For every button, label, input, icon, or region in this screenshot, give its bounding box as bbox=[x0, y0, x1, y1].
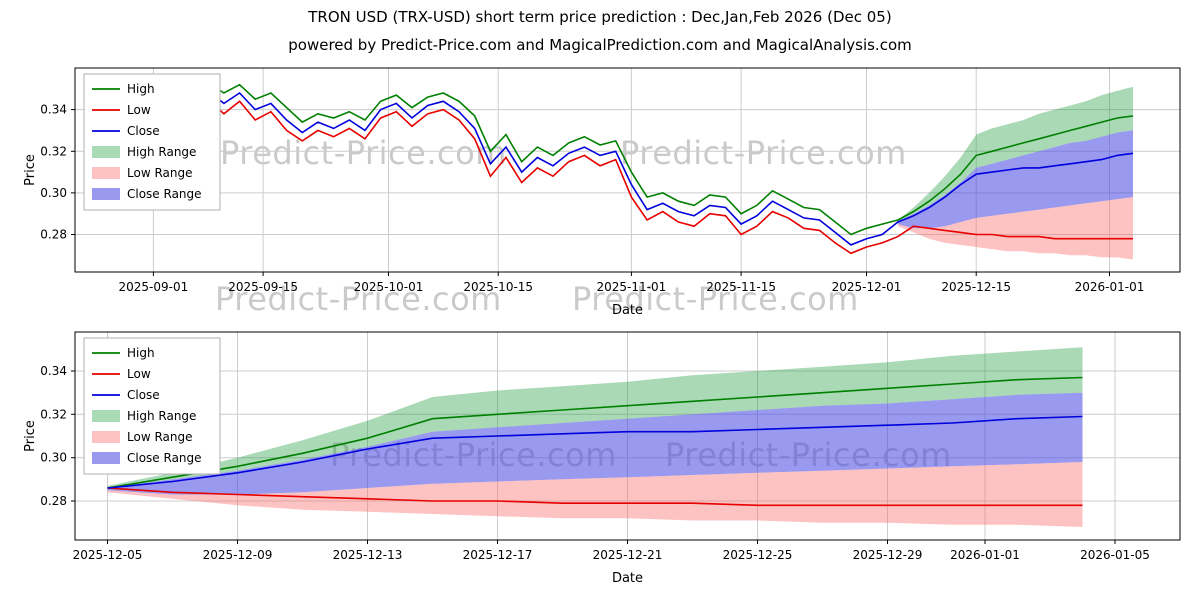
svg-text:2025-12-21: 2025-12-21 bbox=[593, 548, 663, 562]
svg-text:2026-01-05: 2026-01-05 bbox=[1080, 548, 1150, 562]
svg-text:Low Range: Low Range bbox=[127, 430, 192, 444]
svg-text:2025-12-17: 2025-12-17 bbox=[463, 548, 533, 562]
high-line bbox=[107, 376, 1083, 489]
x-axis-title: Date bbox=[612, 303, 643, 318]
y-axis: 0.28 0.30 0.32 0.34 bbox=[40, 364, 75, 508]
svg-text:2025-12-25: 2025-12-25 bbox=[723, 548, 793, 562]
svg-text:Low: Low bbox=[127, 367, 151, 381]
svg-text:0.28: 0.28 bbox=[40, 228, 67, 242]
high-line bbox=[98, 81, 1134, 236]
svg-text:Close: Close bbox=[127, 124, 160, 138]
svg-text:High: High bbox=[127, 346, 155, 360]
svg-text:2026-01-01: 2026-01-01 bbox=[1075, 280, 1145, 294]
plot-lines bbox=[98, 81, 1134, 255]
svg-text:0.30: 0.30 bbox=[40, 186, 67, 200]
svg-text:0.34: 0.34 bbox=[40, 364, 67, 378]
plot-bands bbox=[107, 347, 1083, 527]
svg-text:2025-10-15: 2025-10-15 bbox=[463, 280, 533, 294]
svg-text:2025-12-13: 2025-12-13 bbox=[333, 548, 403, 562]
low-line bbox=[107, 487, 1083, 507]
history-forecast-chart: 2025-09-01 2025-09-15 2025-10-01 2025-10-15… bbox=[23, 67, 1181, 318]
chart-subtitle: powered by Predict-Price.com and Magical… bbox=[288, 36, 912, 54]
close-range-band bbox=[897, 130, 1133, 229]
plot-border bbox=[74, 67, 1181, 273]
y-axis-title: Price bbox=[23, 154, 38, 186]
svg-text:2025-11-15: 2025-11-15 bbox=[706, 280, 776, 294]
svg-text:Close Range: Close Range bbox=[127, 451, 202, 465]
forecast-detail-chart: 2025-12-05 2025-12-09 2025-12-13 2025-12-17… bbox=[23, 331, 1181, 586]
svg-text:2025-09-01: 2025-09-01 bbox=[119, 280, 189, 294]
close-line bbox=[98, 89, 1134, 246]
svg-text:High Range: High Range bbox=[127, 145, 196, 159]
svg-text:2025-12-01: 2025-12-01 bbox=[832, 280, 902, 294]
chart-title: TRON USD (TRX-USD) short term price pred… bbox=[308, 8, 892, 26]
svg-text:2025-11-01: 2025-11-01 bbox=[597, 280, 667, 294]
svg-text:2025-12-05: 2025-12-05 bbox=[73, 548, 143, 562]
svg-text:0.32: 0.32 bbox=[40, 407, 67, 421]
svg-text:0.30: 0.30 bbox=[40, 451, 67, 465]
svg-text:0.34: 0.34 bbox=[40, 103, 67, 117]
low-range-band bbox=[107, 462, 1083, 527]
high-range-band bbox=[897, 86, 1133, 222]
x-axis-title: Date bbox=[612, 571, 643, 586]
watermark: Predict-Price.com bbox=[220, 134, 507, 172]
svg-text:0.28: 0.28 bbox=[40, 494, 67, 508]
y-axis: 0.28 0.30 0.32 0.34 bbox=[40, 103, 75, 242]
svg-text:2025-12-29: 2025-12-29 bbox=[853, 548, 923, 562]
close-line bbox=[107, 415, 1083, 489]
watermark: Predict-Price.com bbox=[620, 134, 907, 172]
x-axis: 2025-12-05 2025-12-09 2025-12-13 2025-12-17… bbox=[73, 540, 1150, 562]
close-range-band bbox=[107, 392, 1083, 495]
plot-bands bbox=[897, 86, 1133, 260]
svg-text:Close Range: Close Range bbox=[127, 187, 202, 201]
svg-text:0.32: 0.32 bbox=[40, 144, 67, 158]
watermark: Predict-Price.com bbox=[572, 280, 859, 318]
watermark: Predict-Price.com bbox=[215, 280, 502, 318]
svg-text:2025-10-01: 2025-10-01 bbox=[354, 280, 424, 294]
legend: High Low Close High Range Low Range Close Ran… bbox=[83, 73, 221, 211]
svg-text:Low Range: Low Range bbox=[127, 166, 192, 180]
plot-lines bbox=[107, 376, 1083, 507]
svg-text:High: High bbox=[127, 82, 155, 96]
svg-text:2026-01-01: 2026-01-01 bbox=[950, 548, 1020, 562]
y-axis-title: Price bbox=[23, 420, 38, 452]
svg-text:2025-09-15: 2025-09-15 bbox=[228, 280, 298, 294]
svg-text:2025-12-15: 2025-12-15 bbox=[941, 280, 1011, 294]
low-line bbox=[98, 98, 1133, 255]
x-axis: 2025-09-01 2025-09-15 2025-10-01 2025-10-15… bbox=[119, 272, 1145, 294]
svg-text:2025-12-09: 2025-12-09 bbox=[203, 548, 273, 562]
legend: High Low Close High Range Low Range Close Ran… bbox=[83, 337, 221, 475]
svg-text:Close: Close bbox=[127, 388, 160, 402]
low-range-band bbox=[897, 197, 1133, 260]
high-range-band bbox=[107, 347, 1083, 488]
svg-text:High Range: High Range bbox=[127, 409, 196, 423]
svg-text:Low: Low bbox=[127, 103, 151, 117]
